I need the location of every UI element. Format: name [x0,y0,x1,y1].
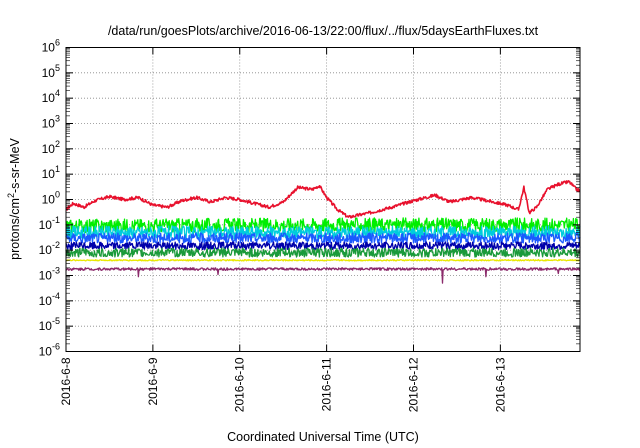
y-tick-label: 105 [42,63,60,80]
chart-title: /data/run/goesPlots/archive/2016-06-13/2… [108,24,539,38]
axis-ticks [65,47,580,352]
y-tick-label: 102 [42,139,60,156]
y-tick-label: 100 [42,190,60,207]
series-line [65,232,581,244]
x-tick-label: 2016-6-9 [146,357,160,405]
y-tick-label: 10-5 [39,316,60,333]
y-tick-label: 10-4 [39,291,60,308]
series-line [65,180,581,219]
x-tick-label: 2016-6-12 [406,357,420,412]
x-tick-labels: 2016-6-8 2016-6-9 2016-6-10 2016-6-11 2016-6… [59,357,507,412]
x-axis-label: Coordinated Universal Time (UTC) [227,430,419,444]
x-tick-label: 2016-6-8 [59,357,73,405]
y-axis-label-suffix: -s-sr-MeV [8,137,22,193]
series-line [65,258,581,262]
series-line [65,267,581,284]
y-axis-label-sup: 2 [6,193,16,198]
series-line [65,247,581,258]
y-tick-label: 10-3 [39,266,60,283]
y-tick-label: 10-2 [39,240,60,257]
y-tick-label: 10-6 [39,342,60,359]
series-line [65,241,581,251]
y-tick-label: 10-1 [39,215,60,232]
x-tick-label: 2016-6-11 [320,357,334,411]
x-tick-label: 2016-6-10 [233,357,247,412]
x-tick-label: 2016-6-13 [493,357,507,412]
y-axis-label: protons/cm2-s-sr-MeV [6,137,22,259]
y-tick-label: 106 [42,38,60,55]
y-tick-labels: 10-6 10-5 10-4 10-3 10-2 10-1 100 101 102 103 104 1… [39,38,60,359]
y-tick-label: 104 [42,88,60,105]
y-axis-label-prefix: protons/cm [8,198,22,260]
y-tick-label: 101 [42,164,60,181]
y-tick-label: 103 [42,114,60,131]
data-series [65,180,581,284]
